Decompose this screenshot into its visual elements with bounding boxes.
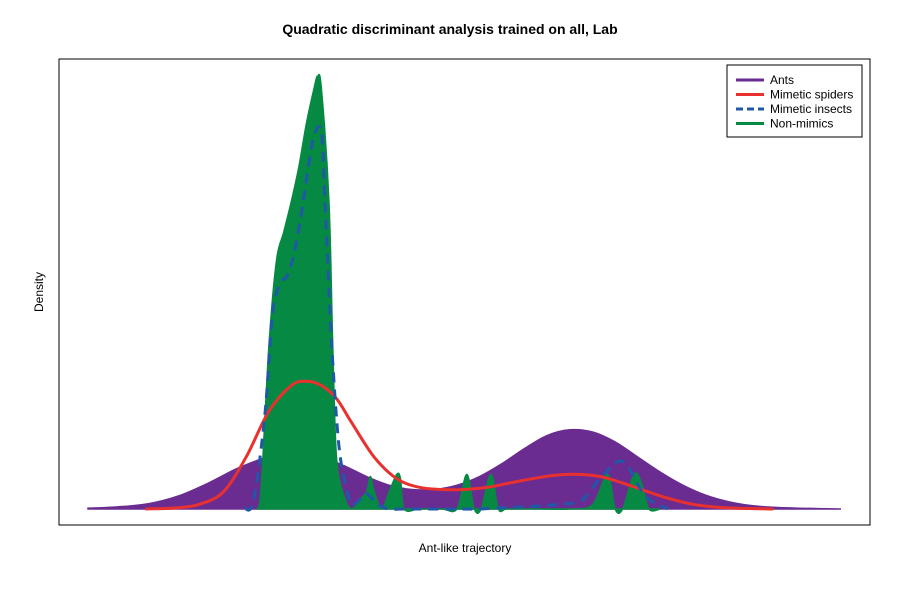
legend-label-non-mimics: Non-mimics [770,117,833,131]
series-non-mimics [256,73,661,515]
plot-frame [58,58,871,526]
legend-label-mimetic-spiders: Mimetic spiders [770,88,853,102]
chart-title: Quadratic discriminant analysis trained … [282,21,618,37]
x-axis-label: Ant-like trajectory [418,541,512,555]
series-mimetic-spiders [145,379,774,511]
legend-label-ants: Ants [770,73,794,87]
series-mimetic-insects [243,124,669,512]
legend-label-mimetic-insects: Mimetic insects [770,102,852,116]
series-layer [87,73,842,515]
